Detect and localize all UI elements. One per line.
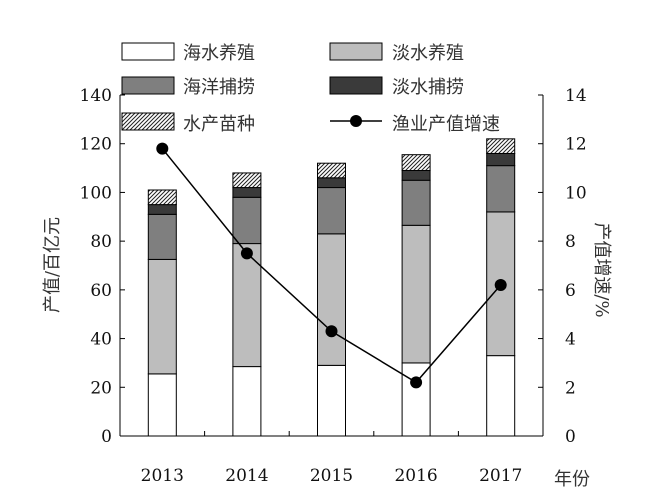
legend-label-line: 渔业产值增速 (392, 114, 500, 135)
bar-2016-series-4 (401, 154, 431, 172)
right-tick-label-3: 6 (565, 281, 576, 301)
x-tick-label-3: 2016 (394, 466, 437, 486)
bar-2017-series-0 (486, 355, 516, 437)
bar-2015-series-3 (317, 177, 346, 189)
bar-2017-series-2 (486, 165, 516, 213)
left-tick-label-2: 40 (90, 330, 112, 350)
legend-item-2: 海洋捕捞 (121, 76, 255, 98)
x-axis-title: 年份 (554, 469, 590, 490)
bar-2014-series-2 (232, 196, 262, 245)
bar-2013-series-1 (147, 258, 177, 375)
legend-item-3: 淡水捕捞 (329, 76, 464, 98)
left-axis-ticks: 0 20 40 60 80 100 120 140 (80, 86, 125, 447)
left-tick-label-5: 100 (80, 183, 112, 203)
legend-label-1: 淡水养殖 (392, 42, 464, 64)
growth-point-2013 (156, 142, 169, 155)
bar-2015-series-0 (317, 364, 346, 437)
legend-label-3: 淡水捕捞 (392, 77, 464, 98)
legend-label-4: 水产苗种 (183, 114, 255, 135)
bar-2017-series-4 (486, 138, 516, 154)
y-axis-title: 产值/百亿元 (42, 217, 63, 313)
right-tick-label-1: 2 (565, 378, 576, 398)
growth-point-2016 (410, 376, 423, 389)
x-tick-label-0: 2013 (141, 466, 184, 486)
growth-point-2017 (494, 278, 507, 291)
legend-swatch-4 (121, 112, 175, 131)
x-axis-ticks: 2013 2014 2015 2016 2017 (141, 431, 522, 486)
left-tick-label-7: 140 (80, 86, 112, 106)
legend-swatch-0 (121, 42, 175, 61)
bar-2013-series-3 (147, 204, 177, 215)
left-tick-label-6: 120 (80, 135, 112, 155)
left-tick-label-4: 80 (90, 232, 112, 252)
growth-point-2015 (325, 325, 338, 338)
left-tick-label-0: 0 (101, 427, 112, 447)
bar-2016-series-1 (401, 224, 431, 364)
x-tick-label-1: 2014 (225, 466, 268, 486)
bar-2014-series-1 (232, 243, 262, 368)
left-tick-label-3: 60 (90, 281, 112, 301)
right-axis-ticks: 0 2 4 6 8 10 12 14 (538, 86, 587, 447)
bar-2015-series-4 (317, 162, 346, 179)
legend-label-0: 海水养殖 (183, 42, 255, 64)
bar-2016-series-2 (401, 179, 431, 226)
growth-line (156, 142, 507, 389)
legend-swatch-3 (329, 76, 383, 95)
legend-line-marker (350, 115, 362, 127)
legend-label-2: 海洋捕捞 (183, 77, 255, 98)
y2-axis-title: 产值增速/% (591, 222, 612, 317)
right-tick-label-7: 14 (565, 86, 587, 106)
growth-point-2014 (240, 247, 253, 260)
bar-2014-series-3 (232, 187, 262, 198)
right-tick-label-6: 12 (565, 135, 587, 155)
bar-2016-series-0 (401, 362, 431, 437)
bar-2013-series-0 (147, 373, 177, 437)
legend-swatch-2 (121, 76, 175, 95)
left-tick-label-1: 20 (90, 378, 112, 398)
legend-swatch-1 (329, 42, 383, 61)
x-tick-label-2: 2015 (310, 466, 353, 486)
legend-item-4: 水产苗种 (121, 112, 255, 135)
legend-item-0: 海水养殖 (121, 42, 255, 64)
bars (147, 138, 516, 437)
bar-2013-series-4 (147, 189, 177, 206)
bar-2016-series-3 (401, 170, 431, 181)
right-tick-label-2: 4 (565, 330, 576, 350)
bar-2015-series-1 (317, 233, 346, 366)
x-tick-label-4: 2017 (479, 466, 522, 486)
right-tick-label-4: 8 (565, 232, 576, 252)
bar-2014-series-4 (232, 172, 262, 189)
bar-2014-series-0 (232, 366, 262, 437)
legend-item-line: 渔业产值增速 (330, 114, 500, 135)
bar-2017-series-3 (486, 152, 516, 167)
right-tick-label-0: 0 (565, 427, 576, 447)
legend: 海水养殖 淡水养殖 海洋捕捞 淡水捕捞 水产苗种 渔业产值增速 (121, 42, 500, 135)
bar-2013-series-2 (147, 213, 177, 260)
legend-item-1: 淡水养殖 (329, 42, 464, 64)
right-tick-label-5: 10 (565, 183, 587, 203)
bar-2015-series-2 (317, 187, 346, 235)
